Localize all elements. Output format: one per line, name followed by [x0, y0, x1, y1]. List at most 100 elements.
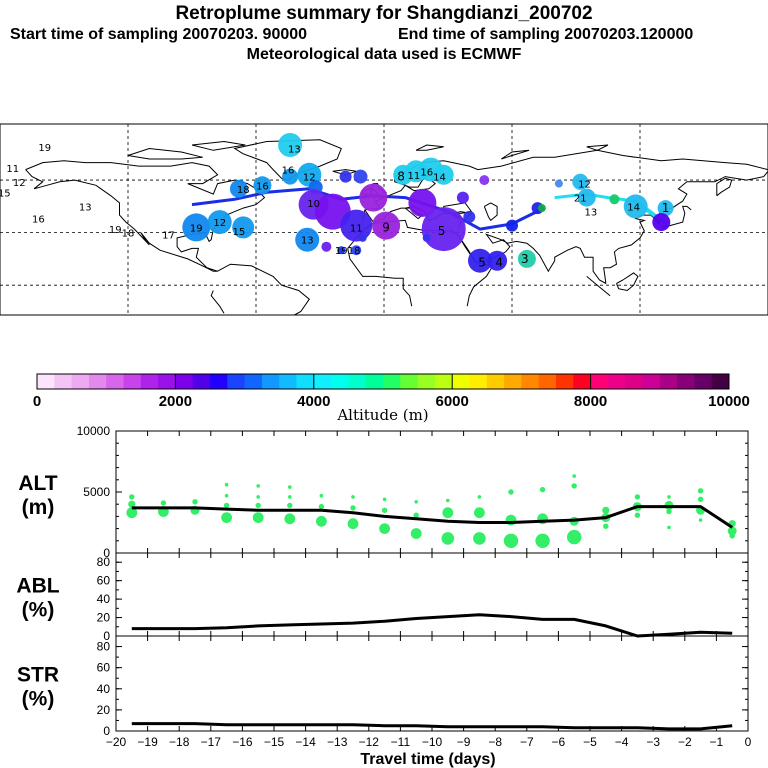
- met-data-label: Meteorological data used is ECMWF: [246, 46, 522, 63]
- colorbar-swatch: [88, 374, 107, 389]
- panel-alt: 0 5000 10000 ALT(m): [18, 424, 749, 560]
- plume-centroid-circle: [229, 179, 248, 198]
- coastline-segment: [603, 170, 768, 284]
- colorbar-swatch: [244, 374, 263, 389]
- altitude-dot: [477, 495, 482, 499]
- plume-day-label: 4: [495, 255, 503, 269]
- x-tick-label: −10: [422, 735, 443, 749]
- plume-centroid-circle: [232, 216, 255, 239]
- colorbar-tick-label: 2000: [159, 393, 192, 410]
- colorbar-swatch: [573, 374, 592, 389]
- plume-day-label: 1: [662, 201, 670, 215]
- panel-frame: [115, 635, 749, 732]
- plume-centroid-circle: [321, 241, 332, 252]
- altitude-dot: [288, 485, 292, 489]
- series-line-alt: [131, 505, 734, 529]
- altitude-dot: [572, 474, 576, 478]
- colorbar-swatch: [469, 374, 488, 389]
- colorbar-swatch: [261, 374, 280, 389]
- plume-centroid-circle: [433, 164, 454, 185]
- colorbar-swatch: [140, 374, 159, 389]
- colorbar-swatch: [521, 374, 540, 389]
- altitude-dot: [567, 529, 582, 545]
- colorbar-swatch: [504, 374, 522, 389]
- plume-day-label: 18: [122, 229, 135, 240]
- altitude-dot: [634, 494, 641, 500]
- colorbar-swatch: [625, 374, 643, 389]
- series-line-str: [131, 722, 733, 731]
- plume-day-label: 9: [382, 220, 390, 234]
- plume-day-label: 8: [397, 170, 405, 184]
- plume-centroid-circle: [506, 219, 518, 232]
- time-series-panels: 0500010000ALT(m)020406080ABL(%)020406080…: [16, 424, 751, 768]
- altitude-dot: [571, 483, 577, 489]
- colorbar-swatch: [123, 374, 142, 389]
- plume-day-label: 16: [420, 167, 433, 178]
- coastline-segment: [127, 147, 203, 160]
- plume-day-label: 19: [190, 223, 203, 234]
- altitude-dot: [697, 488, 704, 494]
- plume-day-label: 3: [521, 252, 529, 266]
- panel-frame: [115, 430, 749, 554]
- plume-centroid-circle: [340, 209, 373, 242]
- x-tick-label: −6: [552, 735, 566, 749]
- plume-day-label: 13: [301, 236, 314, 247]
- chart-title: Retroplume summary for Shangdianzi_20070…: [175, 3, 593, 24]
- plume-centroid-circle: [572, 173, 589, 190]
- x-tick-label: −7: [520, 735, 534, 749]
- y-tick-label: 20: [97, 703, 111, 717]
- y-tick-label: 80: [97, 555, 111, 569]
- end-time-label: End time of sampling 20070203.120000: [398, 26, 694, 43]
- altitude-dot: [255, 502, 261, 509]
- x-axis-title: Travel time (days): [360, 751, 495, 768]
- y-tick-label: 0: [103, 629, 110, 643]
- altitude-dot: [256, 495, 261, 499]
- plume-centroid-circle: [487, 250, 508, 271]
- coastline-segment: [191, 140, 246, 151]
- colorbar-tick-label: 4000: [297, 393, 330, 410]
- x-tick-label: −12: [359, 735, 380, 749]
- x-tick-label: −20: [106, 735, 127, 749]
- altitude-dot: [729, 533, 735, 539]
- altitude-dot: [221, 512, 233, 523]
- coastline-segment: [501, 149, 530, 160]
- y-tick-label: 10000: [77, 424, 111, 438]
- x-tick-label: −15: [264, 735, 285, 749]
- plume-day-label: 14: [433, 173, 446, 184]
- colorbar-swatch: [227, 374, 246, 389]
- x-tick-label: −8: [488, 735, 502, 749]
- plume-centroid-circle: [456, 191, 469, 204]
- altitude-dot: [160, 500, 167, 506]
- y-tick-label: 60: [97, 574, 111, 588]
- plume-centroid-circle: [295, 227, 320, 252]
- plume-centroid-circle: [182, 213, 211, 242]
- plume-day-label: 19: [38, 143, 51, 154]
- plume-day-label: 12: [578, 180, 591, 191]
- plume-day-label: 15: [233, 227, 246, 238]
- colorbar-swatch: [296, 374, 315, 389]
- altitude-dot: [727, 526, 737, 536]
- altitude-dot: [252, 512, 264, 523]
- colorbar-swatch: [486, 374, 505, 389]
- plume-centroid-circle: [339, 170, 352, 183]
- x-tick-label: −14: [295, 735, 316, 749]
- colorbar-swatch: [365, 374, 384, 389]
- y-tick-label: 0: [103, 546, 110, 560]
- plume-centroid-circle: [253, 176, 272, 195]
- plume-centroid-circle: [337, 246, 346, 255]
- plume-day-label: 19: [335, 246, 348, 257]
- altitude-dot: [224, 493, 229, 498]
- plume-centroid-circle: [609, 194, 620, 205]
- y-tick-label: 80: [97, 640, 111, 654]
- altitude-dot: [126, 507, 138, 519]
- series-line-abl: [131, 613, 733, 638]
- coastline-segment: [347, 248, 413, 307]
- altitude-dot: [535, 533, 550, 548]
- altitude-dot: [351, 495, 355, 499]
- panel-label: ALT: [18, 472, 57, 495]
- colorbar-swatch: [538, 374, 557, 389]
- coastline-segment: [586, 276, 611, 297]
- x-tick-label: −16: [232, 735, 253, 749]
- altitude-dot: [316, 515, 327, 527]
